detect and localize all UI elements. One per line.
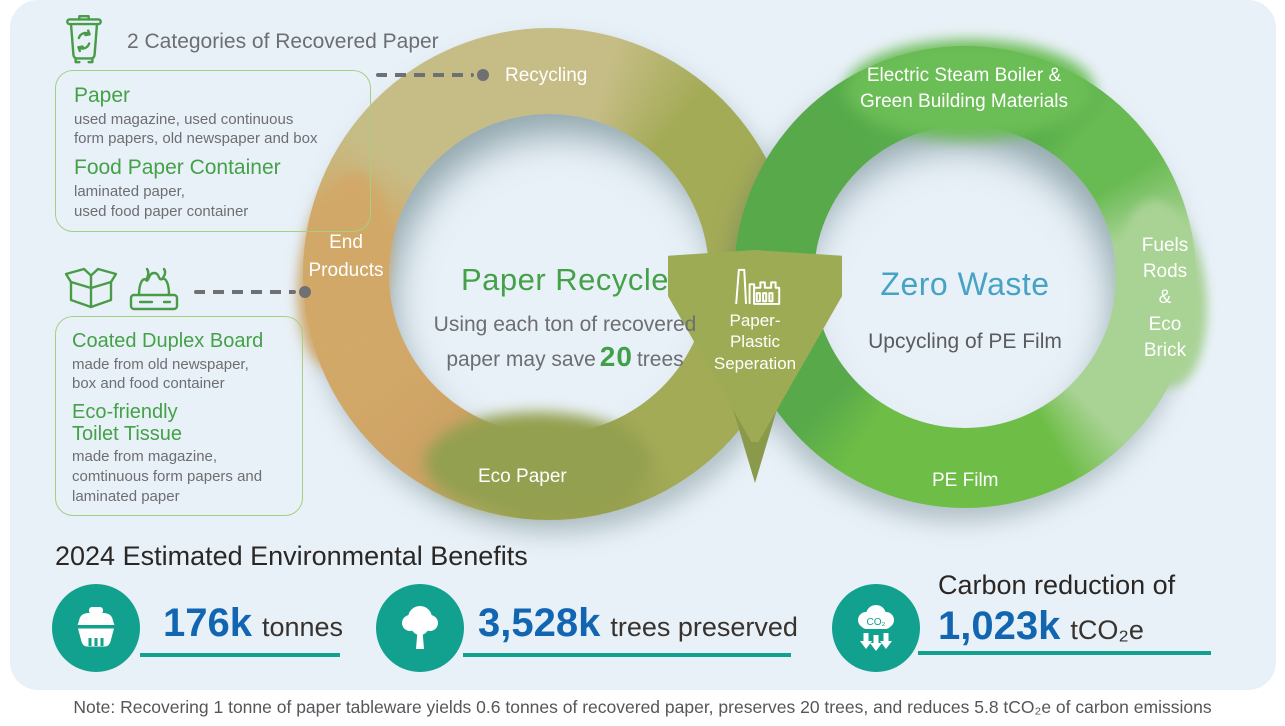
paper-recycle-ring-hole xyxy=(389,114,709,434)
category-desc: laminated paper, used food paper contain… xyxy=(74,182,249,220)
connector-line-recycling xyxy=(376,73,474,77)
stat-underline xyxy=(463,653,791,657)
end-products-box: Coated Duplex Board made from old newspa… xyxy=(55,316,303,516)
electric-boiler-segment xyxy=(846,40,1094,140)
benefits-title: 2024 Estimated Environmental Benefits xyxy=(55,541,528,571)
tissue-box-icon xyxy=(129,267,179,311)
category-desc: used magazine, used continuous form pape… xyxy=(74,110,318,148)
carbon-prefix: Carbon reduction of xyxy=(938,570,1176,600)
connector-dot-end-products xyxy=(299,286,311,298)
tonnes-stat-badge xyxy=(52,584,140,672)
recycling-label: Recycling xyxy=(505,65,588,86)
connector-dot-recycling xyxy=(477,69,489,81)
footnote: Note: Recovering 1 tonne of paper tablew… xyxy=(73,697,1212,717)
tonnes-value: 176k xyxy=(163,601,252,645)
recycle-bin-icon xyxy=(66,14,102,64)
category-desc: made from magazine, comtinuous form pape… xyxy=(72,448,263,505)
category-title: Paper xyxy=(74,84,131,107)
factory-icon xyxy=(735,268,781,305)
paper-recycle-subtitle-line1: Using each ton of recovered xyxy=(433,313,697,336)
category-title: Coated Duplex Board xyxy=(72,330,264,352)
open-box-icon xyxy=(64,267,118,309)
trees-saved-value: 20 xyxy=(599,341,633,372)
end-products-label: End Products xyxy=(308,232,384,281)
eco-paper-segment xyxy=(425,412,650,512)
trees-value: 3,528k xyxy=(478,601,601,645)
carbon-value: 1,023k xyxy=(938,604,1061,648)
zero-waste-ring-hole xyxy=(814,126,1116,428)
connector-line-end-products xyxy=(194,290,296,294)
category-title: Food Paper Container xyxy=(74,156,281,180)
carbon-stat-badge: CO₂ xyxy=(832,584,920,672)
co2-cloud-icon: CO₂ xyxy=(858,605,894,651)
tree-icon xyxy=(402,606,438,649)
trees-stat-badge xyxy=(376,584,464,672)
category-desc: made from old newspaper, box and food co… xyxy=(72,355,249,393)
carbon-unit: tCO₂e xyxy=(1070,615,1144,645)
separation-label-group: Paper- Plastic Seperation xyxy=(684,266,826,374)
fuels-rods-label: Fuels Rods & Eco Brick xyxy=(1141,235,1189,361)
paper-recycle-title: Paper Recycle xyxy=(460,262,670,297)
category-title: Eco-friendly Toilet Tissue xyxy=(72,401,183,445)
stat-underline xyxy=(140,653,340,657)
zero-waste-center: Zero Waste Upcycling of PE Film xyxy=(818,266,1112,354)
pe-film-label: PE Film xyxy=(932,470,999,491)
trees-stat: 3,528k trees preserved xyxy=(478,601,798,646)
separation-label: Paper- Plastic Seperation xyxy=(713,311,797,373)
zero-waste-subtitle: Upcycling of PE Film xyxy=(868,330,1062,353)
tonnes-unit: tonnes xyxy=(261,612,344,642)
electric-boiler-label: Electric Steam Boiler & Green Building M… xyxy=(859,65,1069,112)
carbon-stat: 1,023k tCO₂e xyxy=(938,604,1144,649)
paper-recycle-center: Paper Recycle Using each ton of recovere… xyxy=(408,262,722,373)
stat-underline xyxy=(918,651,1211,655)
eco-paper-label: Eco Paper xyxy=(478,466,567,487)
paper-recycle-subtitle-line2: paper may save 20 trees xyxy=(446,341,684,372)
trees-unit: trees preserved xyxy=(610,612,798,642)
svg-text:CO₂: CO₂ xyxy=(867,617,886,628)
recovered-paper-box: Paper used magazine, used continuous for… xyxy=(55,70,371,232)
zero-waste-title: Zero Waste xyxy=(880,266,1050,302)
food-container-icon xyxy=(77,607,115,647)
categories-header: 2 Categories of Recovered Paper xyxy=(127,30,439,53)
tonnes-stat: 176k tonnes xyxy=(163,601,343,646)
